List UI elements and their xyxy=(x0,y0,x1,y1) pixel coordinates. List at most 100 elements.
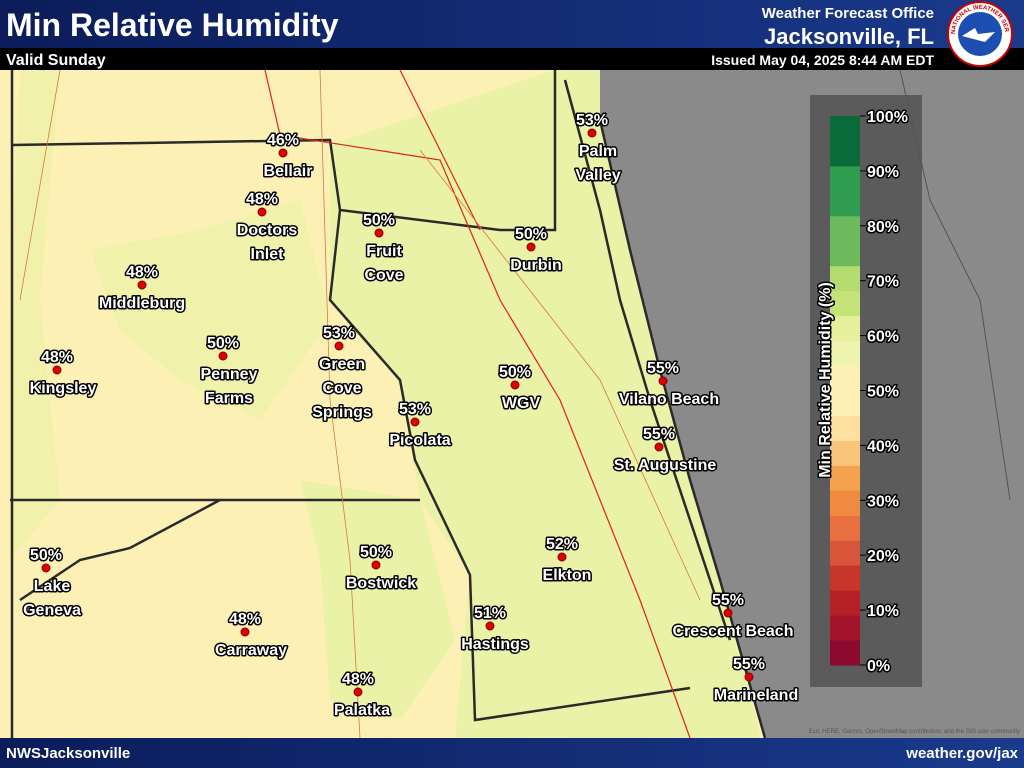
station-dot xyxy=(410,417,420,427)
station-value: 51% xyxy=(474,605,506,622)
color-bin xyxy=(830,515,860,541)
station-value: 53% xyxy=(399,401,431,418)
station-dot xyxy=(485,621,495,631)
legend-title: Min Relative Humidity (%) xyxy=(817,282,834,478)
station-name: Valley xyxy=(575,167,620,184)
station-dot xyxy=(334,341,344,351)
office: Weather Forecast Office xyxy=(762,5,934,22)
station-dot xyxy=(654,442,664,452)
station-name: Inlet xyxy=(251,246,285,263)
footer-left: NWSJacksonville xyxy=(6,745,130,762)
station-dot xyxy=(278,148,288,158)
station-dot xyxy=(257,207,267,217)
station-name: Cove xyxy=(364,267,403,284)
legend-tick-label: 20% xyxy=(867,548,899,565)
station-name: Durbin xyxy=(510,257,562,274)
color-bin xyxy=(830,116,860,142)
stations: 46% Bellair 48% Doctors Inlet 48% Middleburg 48… xyxy=(22,111,800,721)
color-bin xyxy=(830,290,860,317)
station-name: Geneva xyxy=(23,602,81,619)
station-name: Picolata xyxy=(389,432,450,449)
header-band xyxy=(0,0,1024,48)
station-dot xyxy=(587,128,597,138)
color-bin xyxy=(830,315,860,342)
station-dot xyxy=(744,672,754,682)
color-bin xyxy=(830,215,860,242)
station-value: 52% xyxy=(546,536,578,553)
station-value: 55% xyxy=(733,656,765,673)
station-name: Penney xyxy=(201,366,258,383)
legend-tick-label: 0% xyxy=(867,658,890,675)
station-dot xyxy=(371,560,381,570)
color-bin xyxy=(830,165,860,192)
color-bin xyxy=(830,240,860,267)
station-value: 55% xyxy=(643,426,675,443)
station-value: 48% xyxy=(342,671,374,688)
color-bin xyxy=(830,265,860,292)
station-dot xyxy=(218,351,228,361)
station-value: 50% xyxy=(363,212,395,229)
legend-tick-label: 10% xyxy=(867,603,899,620)
location: Jacksonville, FL xyxy=(764,24,934,49)
color-bin xyxy=(830,540,860,566)
color-bin xyxy=(830,365,860,391)
color-bin xyxy=(830,590,860,616)
color-bin xyxy=(830,415,860,441)
station-name: Springs xyxy=(312,404,372,421)
station-value: 55% xyxy=(647,360,679,377)
station-dot xyxy=(723,608,733,618)
station-name: Kingsley xyxy=(30,380,97,397)
color-bin xyxy=(830,615,860,641)
station-dot xyxy=(526,242,536,252)
station-name: Lake xyxy=(34,578,71,595)
station-value: 48% xyxy=(126,264,158,281)
subtitle: Valid Sunday xyxy=(6,52,106,69)
color-bin xyxy=(830,140,860,167)
color-bin xyxy=(830,190,860,217)
legend-tick-label: 80% xyxy=(867,219,899,236)
station-value: 46% xyxy=(267,132,299,149)
legend-tick-label: 50% xyxy=(867,384,899,401)
station-value: 53% xyxy=(323,325,355,342)
station-name: Bellair xyxy=(264,163,313,180)
station-value: 50% xyxy=(207,335,239,352)
station-name: Marineland xyxy=(714,687,798,704)
color-bin xyxy=(830,640,860,666)
legend: 0% 10% 20% 30% 40% 50% 60% 70% 80% 90% 100% Min Re… xyxy=(810,95,922,687)
station-name: Middleburg xyxy=(99,295,185,312)
station-dot xyxy=(510,380,520,390)
station-name: Cove xyxy=(322,380,361,397)
station-name: Palatka xyxy=(334,702,390,719)
station-name: Carraway xyxy=(215,642,287,659)
color-bin xyxy=(830,390,860,416)
station-name: Elkton xyxy=(543,567,592,584)
station-name: Vilano Beach xyxy=(619,391,719,408)
station-value: 48% xyxy=(246,191,278,208)
color-bin xyxy=(830,565,860,591)
station-name: Fruit xyxy=(366,243,402,260)
legend-tick-label: 70% xyxy=(867,274,899,291)
station-value: 48% xyxy=(229,611,261,628)
station-dot xyxy=(658,376,668,386)
issued: Issued May 04, 2025 8:44 AM EDT xyxy=(711,52,934,68)
station-dot xyxy=(137,280,147,290)
subheader-band xyxy=(0,48,1024,70)
legend-tick-label: 40% xyxy=(867,438,899,455)
station-value: 50% xyxy=(360,544,392,561)
station-value: 50% xyxy=(499,364,531,381)
station-name: Farms xyxy=(205,390,253,407)
footer-band xyxy=(0,738,1024,768)
station-value: 55% xyxy=(712,592,744,609)
station-name: Crescent Beach xyxy=(673,623,794,640)
color-bin xyxy=(830,490,860,516)
title: Min Relative Humidity xyxy=(6,7,339,43)
station-value: 53% xyxy=(576,112,608,129)
station-name: WGV xyxy=(502,395,541,412)
station-name: Hastings xyxy=(461,636,529,653)
station-dot xyxy=(374,228,384,238)
station-dot xyxy=(557,552,567,562)
station-dot xyxy=(52,365,62,375)
station-value: 48% xyxy=(41,349,73,366)
footer-right: weather.gov/jax xyxy=(905,745,1018,762)
